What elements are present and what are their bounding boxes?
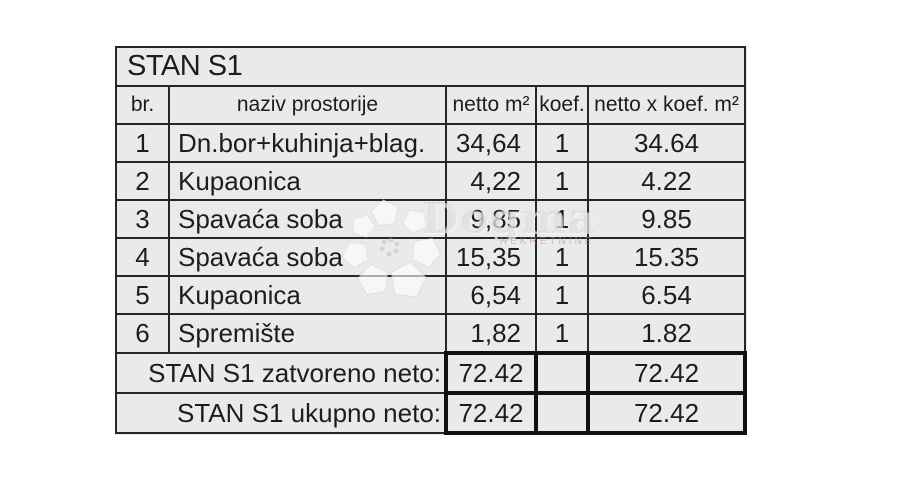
netto-koef-cell: 15.35	[586, 237, 747, 277]
room-name-cell: Spavaća soba	[168, 199, 447, 239]
netto-area-cell: 34,64	[445, 123, 537, 163]
summary-netto-cell: 72.42	[444, 351, 538, 395]
row-number-cell: 3	[115, 199, 170, 239]
summary-label: STAN S1 zatvoreno neto:	[115, 352, 447, 394]
row-number-cell: 6	[115, 313, 170, 354]
table-title: STAN S1	[114, 46, 747, 87]
table-row: 2 Kupaonica 4,22 1 4.22	[115, 161, 747, 201]
netto-koef-cell: 6.54	[586, 275, 747, 315]
room-name-cell: Spremište	[168, 313, 447, 354]
table-row: 3 Spavaća soba 9,85 1 9.85	[115, 199, 747, 239]
column-header-netto: netto m²	[445, 85, 537, 125]
column-header-koef: koef.	[535, 85, 589, 125]
summary-netto-cell: 72.42	[444, 391, 538, 435]
koef-cell: 1	[535, 313, 589, 354]
row-number-cell: 4	[115, 237, 170, 277]
koef-cell: 1	[535, 123, 589, 163]
column-header-naziv: naziv prostorije	[168, 85, 447, 125]
room-name-cell: Spavaća soba	[168, 237, 447, 277]
column-header-netto-x-koef: netto x koef. m²	[586, 85, 747, 125]
column-header-br: br.	[115, 85, 170, 125]
summary-label: STAN S1 ukupno neto:	[115, 392, 447, 434]
row-number-cell: 5	[115, 275, 170, 315]
netto-area-cell: 4,22	[445, 161, 537, 201]
summary-row-ukupno: STAN S1 ukupno neto: 72.42 72.42	[115, 391, 748, 435]
summary-koef-cell	[534, 391, 590, 435]
netto-area-cell: 15,35	[445, 237, 537, 277]
room-name-cell: Kupaonica	[168, 275, 447, 315]
summary-koef-cell	[534, 351, 590, 395]
row-number-cell: 2	[115, 161, 170, 201]
table-row: 6 Spremište 1,82 1 1.82	[115, 313, 747, 354]
netto-koef-cell: 4.22	[586, 161, 747, 201]
netto-area-cell: 9,85	[445, 199, 537, 239]
netto-koef-cell: 1.82	[586, 313, 747, 354]
koef-cell: 1	[535, 275, 589, 315]
stan-s1-area-table: STAN S1 br. naziv prostorije netto m² ko…	[114, 46, 748, 435]
room-name-cell: Kupaonica	[168, 161, 447, 201]
summary-row-zatvoreno: STAN S1 zatvoreno neto: 72.42 72.42	[115, 351, 748, 395]
summary-netto-koef-cell: 72.42	[585, 391, 748, 435]
netto-area-cell: 1,82	[445, 313, 537, 354]
netto-koef-cell: 34.64	[586, 123, 747, 163]
koef-cell: 1	[535, 237, 589, 277]
summary-netto-koef-cell: 72.42	[585, 351, 748, 395]
table-row: 1 Dn.bor+kuhinja+blag. 34,64 1 34.64	[115, 123, 747, 163]
room-name-cell: Dn.bor+kuhinja+blag.	[168, 123, 447, 163]
koef-cell: 1	[535, 199, 589, 239]
header-row: br. naziv prostorije netto m² koef. nett…	[115, 85, 747, 125]
koef-cell: 1	[535, 161, 589, 201]
row-number-cell: 1	[115, 123, 170, 163]
netto-koef-cell: 9.85	[586, 199, 747, 239]
netto-area-cell: 6,54	[445, 275, 537, 315]
title-row: STAN S1	[114, 46, 747, 87]
table-row: 5 Kupaonica 6,54 1 6.54	[115, 275, 747, 315]
table-row: 4 Spavaća soba 15,35 1 15.35	[115, 237, 747, 277]
